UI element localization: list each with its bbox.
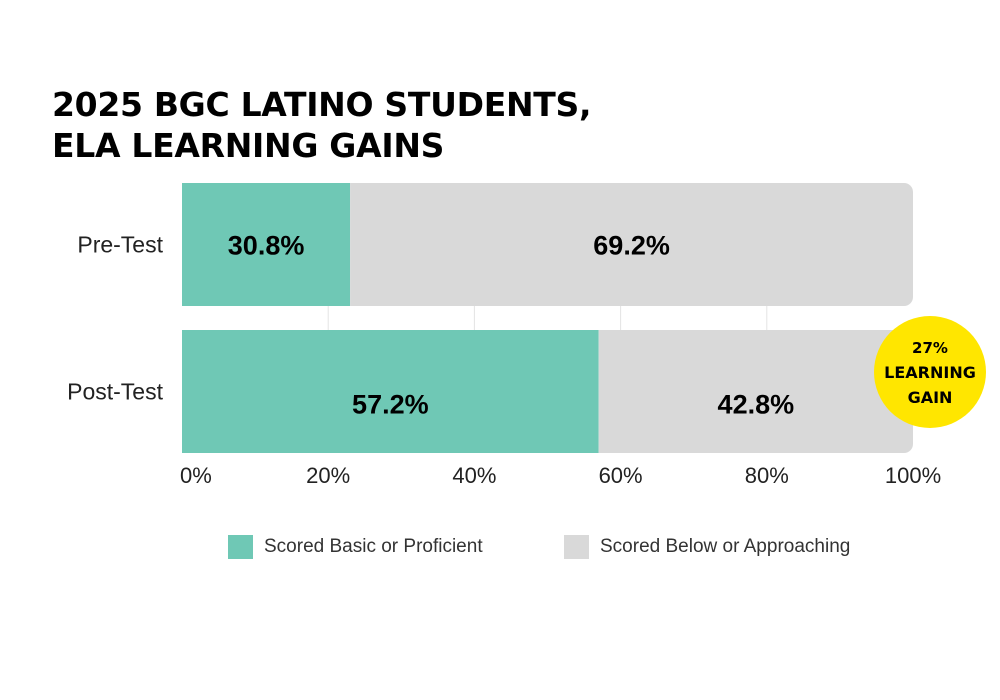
x-tick-label-0: 0%	[180, 463, 212, 488]
chart-title-line-2: ELA LEARNING GAINS	[52, 126, 445, 165]
chart-title-line-1: 2025 BGC LATINO STUDENTS,	[52, 85, 592, 124]
bar-post-test-below	[598, 330, 913, 453]
legend-label-proficient: Scored Basic or Proficient	[264, 536, 483, 557]
data-label-post-test-below: 42.8%	[718, 390, 795, 420]
legend-item-proficient: Scored Basic or Proficient	[228, 535, 483, 559]
x-tick-label-100: 100%	[885, 463, 941, 488]
bar-post-test-proficient	[182, 330, 599, 453]
x-tick-label-60: 60%	[599, 463, 643, 488]
x-tick-label-20: 20%	[306, 463, 350, 488]
category-label-post-test: Post-Test	[67, 379, 163, 405]
x-tick-label-80: 80%	[745, 463, 789, 488]
chart-title: 2025 BGC LATINO STUDENTS, ELA LEARNING G…	[52, 84, 591, 166]
category-label-pre-test: Pre-Test	[77, 232, 163, 258]
bar-pre-test-below	[350, 183, 913, 306]
data-label-pre-test-proficient: 30.8%	[228, 231, 305, 261]
x-tick-label-40: 40%	[452, 463, 496, 488]
legend-swatch-proficient	[228, 535, 253, 559]
legend-swatch-below	[564, 535, 589, 559]
data-label-post-test-proficient: 57.2%	[352, 390, 429, 420]
bar-row-post-test	[182, 330, 913, 453]
data-label-pre-test-below: 69.2%	[593, 231, 670, 261]
learning-gain-text-2: LEARNING	[884, 363, 976, 382]
bar-row-pre-test	[182, 183, 913, 306]
learning-gain-text-1: 27%	[912, 339, 948, 357]
learning-gain-badge	[874, 316, 986, 428]
legend-item-below: Scored Below or Approaching	[564, 535, 850, 559]
legend-label-below: Scored Below or Approaching	[600, 536, 851, 557]
learning-gain-text-3: GAIN	[908, 388, 953, 407]
bar-pre-test-proficient	[182, 183, 351, 306]
